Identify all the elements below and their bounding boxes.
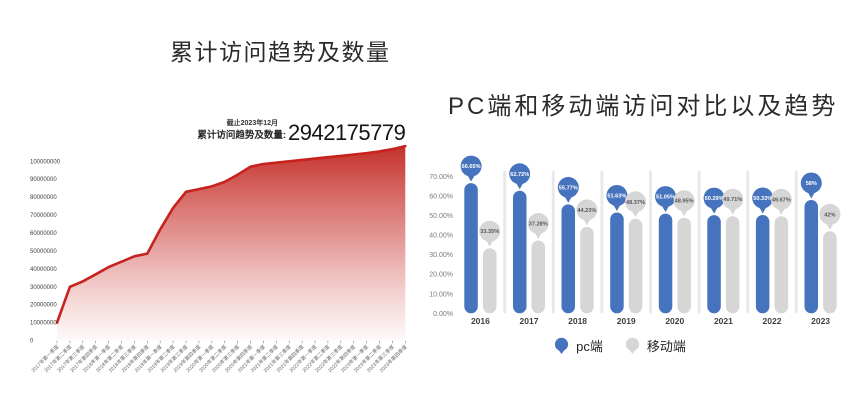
pc-bar [755, 215, 770, 314]
y-axis-tick-label: 90000000 [30, 177, 57, 183]
pc-value-label: 62.72% [510, 172, 529, 178]
cumulative-trend-svg: 1000000009000000080000000700000006000000… [30, 144, 409, 374]
pc-value-label: 58% [806, 181, 817, 187]
mobile-bar [725, 216, 740, 314]
y-axis-tick-label: 0 [30, 339, 34, 345]
area-series: 1000000009000000080000000700000006000000… [30, 144, 409, 374]
mobile-value-label: 49.71% [723, 197, 742, 203]
year-label: 2016 [471, 316, 490, 326]
pc-bar [464, 183, 478, 314]
y-axis-tick-label: 40000000 [30, 267, 57, 273]
mobile-bar [677, 217, 691, 314]
pc-value-bubble [606, 185, 628, 206]
pc-value-bubble [655, 186, 676, 208]
mobile-legend-marker-icon [625, 337, 639, 354]
pc-bar [707, 215, 721, 314]
legend-item-mobile: 移动端 [625, 336, 686, 355]
y-axis-tick-label: 60000000 [30, 231, 57, 237]
pc-value-label: 51.05% [656, 195, 675, 201]
percent-axis-label: 40.00% [429, 233, 453, 240]
lollipop-groups: 70.00% 60.00% 50.00% 40.00% 30.00% 20.00% 10.0… [429, 155, 841, 326]
year-label: 2020 [665, 316, 684, 326]
pc-bar [804, 200, 818, 314]
mobile-value-label: 37.28% [529, 222, 548, 228]
y-axis-tick-label: 100000000 [30, 159, 61, 165]
pc-value-bubble [752, 187, 774, 209]
mobile-value-label: 49.67% [772, 197, 791, 203]
year-label: 2019 [617, 316, 636, 326]
pc-legend-marker-icon [555, 337, 569, 354]
y-axis-tick-label: 80000000 [30, 195, 57, 201]
year-label: 2023 [811, 316, 830, 326]
mobile-value-label: 48.37% [626, 200, 645, 206]
year-label: 2018 [568, 316, 587, 326]
pc-bar [561, 204, 575, 314]
legend-label-mobile: 移动端 [646, 339, 686, 354]
pc-value-label: 50.29% [705, 196, 724, 202]
pc-value-bubble [557, 176, 579, 198]
trend-line [55, 144, 407, 324]
mobile-value-bubble [625, 191, 646, 213]
pc-value-label: 66.65% [462, 164, 481, 170]
percent-axis-label: 70.00% [429, 174, 453, 181]
pc-value-bubble [703, 187, 725, 209]
y-axis-tick-label: 10000000 [30, 321, 57, 327]
legend: pc端 移动端 [418, 336, 822, 355]
as-of-label: 截止2023年12月 [226, 120, 278, 127]
y-axis-tick-label: 30000000 [30, 285, 57, 291]
mobile-bar [531, 240, 545, 314]
cumulative-total-value: 2942175779 [288, 120, 406, 145]
mobile-bar [823, 231, 837, 314]
legend-item-pc: pc端 [554, 336, 603, 355]
cumulative-chart-title: 累计访问趋势及数量 [170, 39, 391, 65]
mobile-value-bubble [819, 203, 841, 225]
mobile-value-bubble [527, 213, 549, 234]
area-fill [57, 146, 406, 341]
mobile-bar [774, 216, 789, 314]
percent-axis-label: 50.00% [429, 213, 453, 220]
pc-value-bubble [460, 155, 482, 177]
pc-value-label: 55.77% [559, 185, 578, 191]
percent-axis-label: 30.00% [429, 252, 453, 259]
year-label: 2021 [714, 316, 733, 326]
mobile-value-bubble [479, 220, 501, 242]
percent-axis-label: 20.00% [429, 272, 453, 279]
mobile-bar [483, 248, 497, 314]
y-axis-tick-label: 70000000 [30, 213, 57, 219]
mobile-bar [580, 226, 594, 314]
y-axis-tick-label: 20000000 [30, 303, 57, 309]
mobile-bar [628, 218, 643, 314]
mobile-value-bubble [770, 188, 792, 210]
comparison-chart-title: PC端和移动端访问对比以及趋势 [448, 93, 839, 120]
pc-value-bubble [800, 172, 822, 194]
pc-value-label: 50.33% [753, 196, 772, 202]
percent-axis-label: 0.00% [433, 311, 453, 318]
comparison-svg: 70.00% 60.00% 50.00% 40.00% 30.00% 20.00% 10.0… [429, 155, 841, 326]
percent-axis-label: 10.00% [429, 291, 453, 298]
mobile-value-label: 44.23% [577, 208, 596, 214]
y-axis-tick-label: 50000000 [30, 249, 57, 255]
year-label: 2017 [520, 316, 539, 326]
cumulative-total-label: 累计访问趋势及数量: [197, 130, 286, 141]
legend-label-pc: pc端 [576, 339, 603, 354]
pc-value-label: 51.63% [607, 194, 626, 200]
percent-axis-label: 60.00% [429, 194, 453, 201]
mobile-value-label: 48.95% [675, 199, 694, 205]
year-label: 2022 [763, 316, 782, 326]
pc-bar [658, 213, 673, 314]
mobile-value-label: 42% [824, 212, 835, 218]
mobile-value-bubble [576, 199, 598, 221]
pc-bar [610, 212, 624, 314]
mobile-value-bubble [722, 188, 744, 210]
pc-bar [513, 190, 527, 314]
mobile-value-bubble [673, 190, 695, 212]
mobile-value-label: 33.35% [480, 229, 499, 235]
pc-value-bubble [509, 163, 531, 185]
